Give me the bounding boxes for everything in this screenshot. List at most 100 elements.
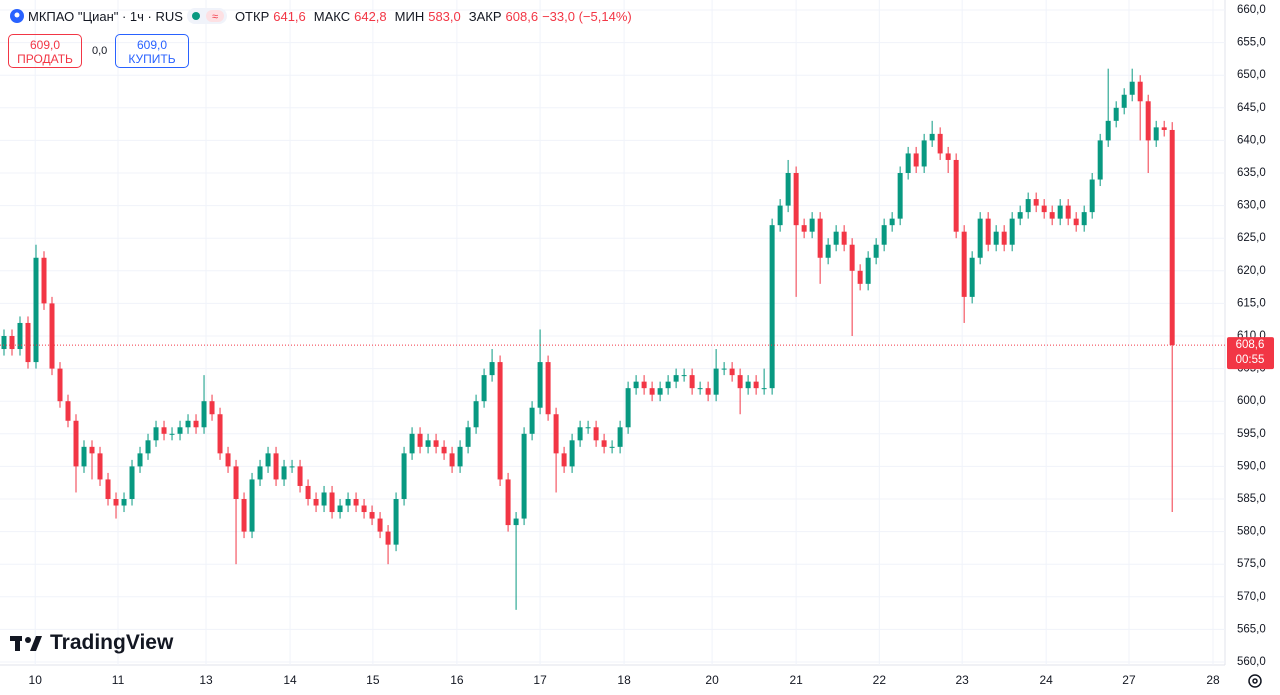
candle-body	[481, 375, 487, 402]
y-tick-label: 615,0	[1237, 297, 1266, 309]
candle-body	[913, 153, 919, 167]
symbol-icon	[10, 9, 24, 23]
gear-center[interactable]	[1252, 678, 1258, 684]
y-tick-label: 635,0	[1237, 167, 1266, 179]
candle-body	[817, 218, 823, 258]
candle-body	[105, 479, 111, 499]
y-tick-label: 580,0	[1237, 526, 1266, 538]
candle-body	[129, 466, 135, 499]
candle-body	[905, 153, 911, 173]
candle-body	[241, 499, 247, 532]
x-tick-label: 20	[705, 673, 719, 687]
candle-body	[417, 433, 423, 447]
candle-body	[721, 368, 727, 370]
high-value: 642,8	[354, 8, 387, 24]
x-tick-label: 22	[873, 673, 887, 687]
candle-body	[729, 368, 735, 376]
candle-body	[969, 257, 975, 297]
candle-body	[609, 446, 615, 448]
candle-body	[577, 427, 583, 441]
candle-body	[345, 499, 351, 506]
grid	[0, 0, 1225, 665]
candle-body	[977, 218, 983, 258]
candle-body	[505, 479, 511, 526]
candle-body	[305, 485, 311, 499]
candle-body	[849, 244, 855, 271]
candle-body	[1001, 231, 1007, 245]
x-tick-label: 21	[789, 673, 803, 687]
low-label: МИН	[394, 8, 425, 24]
candle-body	[873, 244, 879, 258]
open-value: 641,6	[273, 8, 306, 24]
candle-body	[881, 225, 887, 245]
candle-body	[513, 518, 519, 526]
brand-name: TradingView	[50, 631, 174, 654]
candle-body	[473, 401, 479, 428]
candle-body	[409, 433, 415, 454]
candle-body	[673, 375, 679, 382]
y-tick-label: 655,0	[1237, 37, 1266, 49]
candle-body	[65, 401, 71, 421]
candle-body	[57, 368, 63, 402]
candle-body	[1, 336, 7, 350]
x-tick-label: 16	[450, 673, 464, 687]
candle-body	[337, 505, 343, 513]
candle-body	[737, 375, 743, 389]
change-value: −33,0 (−5,14%)	[542, 8, 632, 24]
candle-body	[689, 375, 695, 389]
candle-body	[1097, 140, 1103, 180]
candle-body	[369, 512, 375, 519]
x-tick-label: 15	[366, 673, 380, 687]
candle-body	[49, 303, 55, 369]
brand-icon	[10, 636, 42, 651]
candle-body	[985, 218, 991, 245]
candle-body	[1169, 129, 1175, 346]
y-tick-label: 630,0	[1237, 200, 1266, 212]
candle-body	[153, 427, 159, 441]
candle-body	[457, 446, 463, 467]
low-value: 583,0	[428, 8, 461, 24]
candle-body	[1129, 81, 1135, 95]
y-tick-label: 625,0	[1237, 232, 1266, 244]
y-tick-label: 570,0	[1237, 591, 1266, 603]
buy-price: 609,0	[136, 38, 168, 52]
y-tick-label: 560,0	[1237, 656, 1266, 668]
y-tick-label: 640,0	[1237, 134, 1266, 146]
candle-body	[201, 401, 207, 428]
y-tick-label: 600,0	[1237, 395, 1266, 407]
x-tick-label: 13	[199, 673, 213, 687]
svg-text:≈: ≈	[212, 11, 218, 23]
candle-body	[585, 427, 591, 429]
x-tick-label: 27	[1122, 673, 1136, 687]
candle-body	[225, 453, 231, 467]
candle-body	[825, 244, 831, 258]
candle-body	[25, 322, 31, 363]
x-tick-label: 14	[283, 673, 297, 687]
candle-body	[897, 173, 903, 219]
candle-body	[121, 499, 127, 506]
candle-body	[745, 381, 751, 389]
y-tick-label: 590,0	[1237, 460, 1266, 472]
candle-body	[993, 231, 999, 245]
candle-body	[209, 401, 215, 415]
candle-body	[1065, 205, 1071, 219]
candle-body	[793, 173, 799, 226]
close-label: ЗАКР	[468, 8, 502, 24]
y-tick-label: 645,0	[1237, 102, 1266, 114]
symbol-title: МКПАО "Циан" · 1ч · RUS	[28, 8, 183, 24]
y-tick-label: 650,0	[1237, 69, 1266, 81]
settings-icon[interactable]	[1248, 674, 1262, 688]
y-tick-label: 575,0	[1237, 558, 1266, 570]
buy-button[interactable]: 609,0 КУПИТЬ	[115, 34, 189, 68]
gear[interactable]	[1248, 674, 1262, 688]
candle-body	[633, 381, 639, 389]
candle-body	[17, 322, 23, 350]
candle-body	[665, 381, 671, 389]
candle-body	[361, 505, 367, 513]
candle-body	[425, 440, 431, 447]
candle-body	[161, 427, 167, 434]
x-tick-label: 18	[617, 673, 631, 687]
sell-button[interactable]: 609,0 ПРОДАТЬ	[8, 34, 82, 68]
header: МКПАО "Циан" · 1ч · RUS ≈ ОТКР 641,6 МАКС…	[10, 8, 632, 24]
